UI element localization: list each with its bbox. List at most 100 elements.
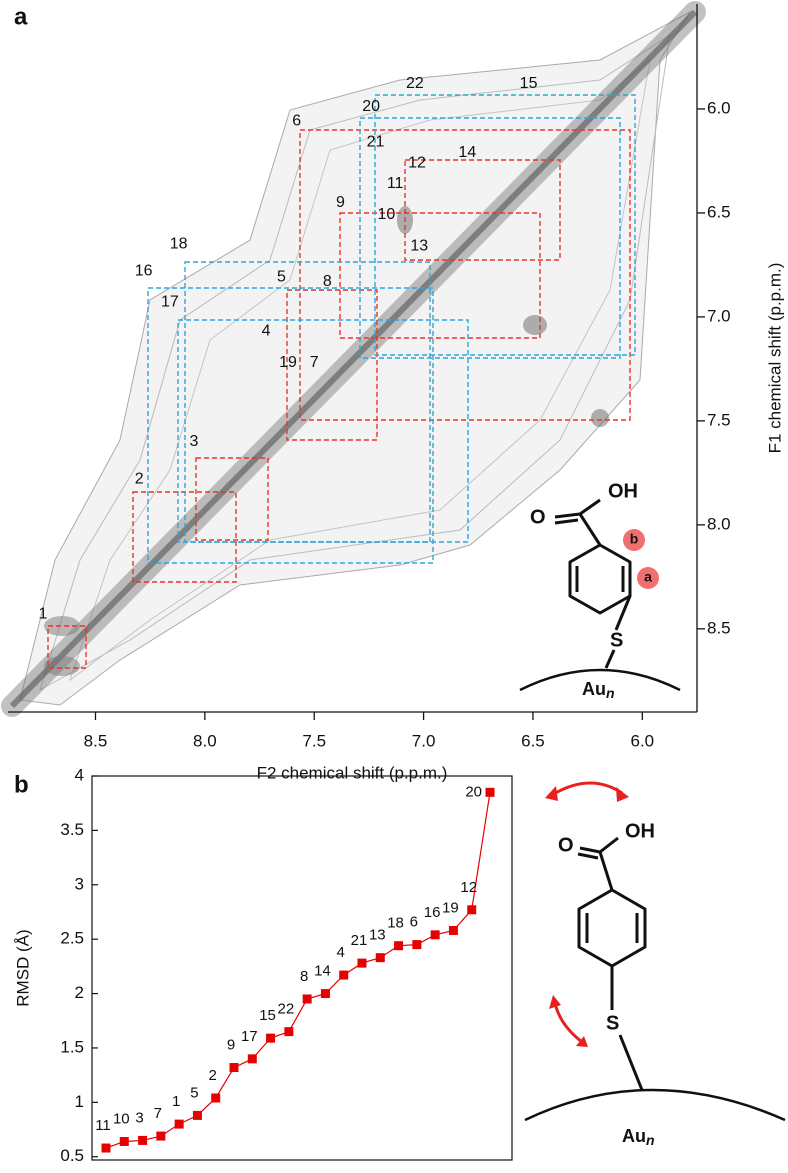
peak-label: 3 [189, 433, 198, 450]
point-label: 21 [351, 932, 368, 949]
point-label: 10 [113, 1110, 130, 1127]
peak-label: 22 [406, 75, 424, 92]
x-tick-label: 8.0 [193, 731, 217, 750]
metal-label: Aun [582, 679, 615, 701]
point [211, 1093, 221, 1103]
peak-label: 15 [520, 75, 538, 92]
point [302, 994, 312, 1004]
plot-frame [91, 775, 513, 1161]
y-tick-label: 0.5 [60, 1146, 84, 1165]
atom-label: OH [625, 820, 655, 842]
point [247, 1054, 257, 1064]
point-label: 4 [337, 944, 345, 961]
metal-label: Aun [622, 1126, 655, 1148]
point-label: 1 [172, 1093, 180, 1110]
point [320, 989, 330, 999]
y-tick-label: 3.5 [60, 820, 84, 839]
y-tick-label: 1 [75, 1092, 84, 1111]
x-tick-label: 6.0 [630, 731, 654, 750]
atom-label: OH [608, 480, 638, 502]
point-label: 11 [95, 1117, 111, 1134]
y-axis-title: F1 chemical shift (p.p.m.) [765, 263, 784, 454]
peak-label: 10 [378, 206, 396, 223]
series-line [105, 792, 491, 1149]
y-tick-label: 1.5 [60, 1037, 84, 1056]
y-tick-label: 2.5 [60, 929, 84, 948]
point [174, 1119, 184, 1129]
point [229, 1063, 239, 1073]
atom-label: S [610, 629, 623, 651]
correlation-paths [47, 94, 636, 669]
y-tick-label: 8.5 [707, 618, 731, 637]
peak-label: 14 [458, 144, 476, 161]
x-tick-label: 8.5 [84, 731, 108, 750]
y-tick-label: 6.0 [707, 98, 731, 117]
point-label: 9 [227, 1037, 235, 1054]
molecule-b [524, 781, 786, 1122]
point [101, 1143, 111, 1153]
peak-label: 6 [292, 113, 301, 130]
molecule-a [519, 498, 681, 692]
point [284, 1027, 294, 1037]
point [138, 1135, 148, 1145]
point-label: 14 [314, 963, 331, 980]
atom-label: O [558, 834, 574, 856]
point-label: 20 [465, 783, 482, 800]
peak-label: 18 [170, 235, 188, 252]
peak-label: 2 [135, 470, 144, 487]
point-label: 16 [424, 904, 441, 921]
peak-label: 17 [161, 294, 179, 311]
contour-background [1, 1, 706, 717]
metal: Au [582, 679, 606, 699]
point [430, 930, 440, 940]
point-label: 13 [369, 927, 386, 944]
peak-label: 21 [367, 133, 385, 150]
y-tick-label: 2 [75, 983, 84, 1002]
peak-label: 19 [279, 354, 297, 371]
point [266, 1033, 276, 1043]
point [339, 970, 349, 980]
y-tick-label: 3 [75, 874, 84, 893]
point [412, 940, 422, 950]
x-tick-label: 7.5 [302, 731, 326, 750]
peak-label: 1 [39, 605, 48, 622]
point [485, 787, 495, 797]
point [375, 953, 385, 963]
y-tick-label: 7.0 [707, 306, 731, 325]
site-label: a [644, 569, 652, 585]
point [119, 1137, 129, 1147]
peak-label: 20 [362, 98, 380, 115]
peak-label: 11 [387, 175, 404, 192]
metal: Au [622, 1126, 646, 1146]
y-axis-title: RMSD (Å) [13, 929, 32, 1006]
peak-label: 13 [410, 237, 428, 254]
point-label: 22 [278, 1001, 295, 1018]
panel-label: b [14, 771, 29, 798]
point-label: 15 [259, 1007, 276, 1024]
point-label: 5 [190, 1084, 198, 1101]
y-tick-label: 6.5 [707, 202, 731, 221]
point-label: 6 [410, 914, 418, 931]
x-tick-label: 6.5 [521, 731, 545, 750]
peak-label: 16 [135, 262, 153, 279]
peak-label: 4 [262, 323, 271, 340]
point [192, 1110, 202, 1120]
point-label: 19 [442, 899, 459, 916]
peak-label: 12 [408, 154, 426, 171]
point-label: 3 [135, 1109, 143, 1126]
panel-label: a [14, 3, 28, 30]
peak-label: 7 [310, 354, 319, 371]
y-tick-label: 7.5 [707, 410, 731, 429]
point [394, 941, 404, 951]
point [357, 958, 367, 968]
metal-subscript: n [606, 685, 615, 701]
peak-label: 9 [336, 194, 345, 211]
point-label: 12 [460, 879, 477, 896]
atom-label: S [606, 1012, 619, 1034]
point-label: 18 [387, 915, 404, 932]
point [156, 1131, 166, 1141]
y-tick-label: 4 [75, 765, 84, 784]
metal-subscript: n [646, 1132, 655, 1148]
